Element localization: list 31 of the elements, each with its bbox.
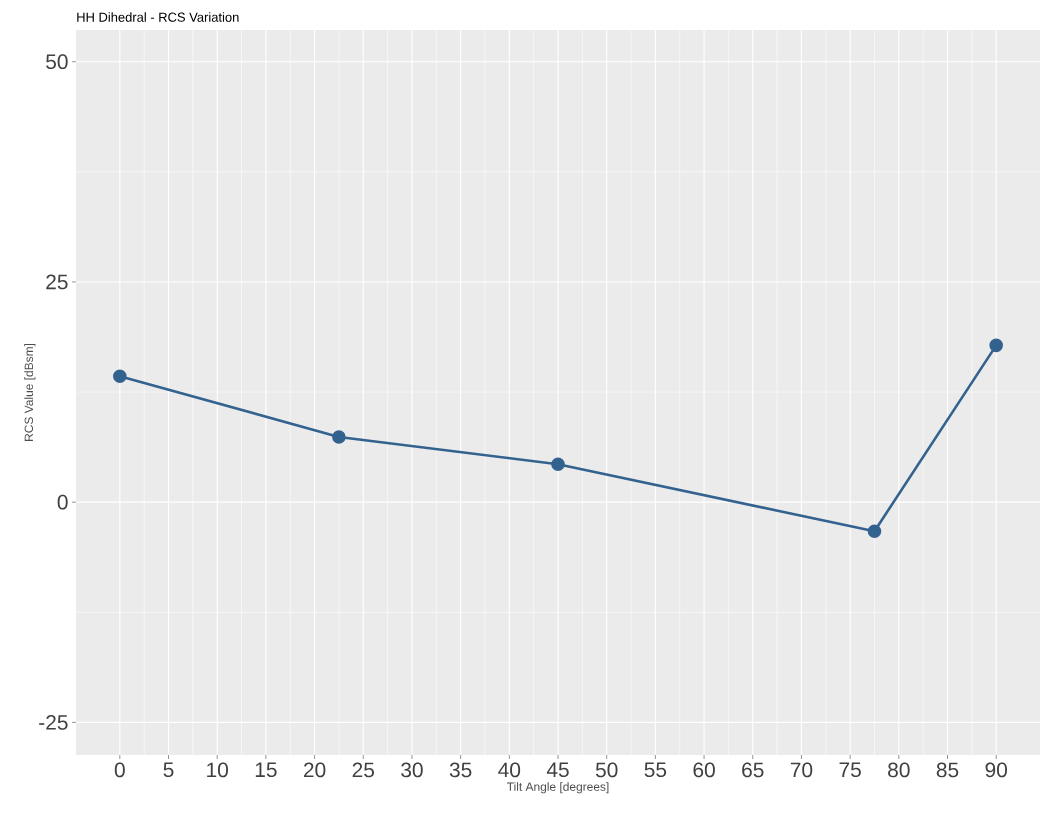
y-tick-label: -25 xyxy=(39,714,68,730)
point xyxy=(113,369,127,383)
x-tick-label: 60 xyxy=(693,762,715,778)
x-tick-label: 40 xyxy=(498,762,521,778)
x-tick-label: 50 xyxy=(595,762,618,778)
point xyxy=(551,457,565,472)
x-tick-label: 0 xyxy=(114,762,125,778)
x-tick-label: 10 xyxy=(207,762,229,778)
x-tick-label: 25 xyxy=(352,762,375,778)
y-tick-label: 50 xyxy=(46,54,68,70)
chart-title: HH Dihedral - RCS Variation xyxy=(77,12,239,22)
y-tick-label: 0 xyxy=(57,494,68,510)
x-tick-label: 45 xyxy=(546,762,569,778)
y-tick-label: 25 xyxy=(46,274,68,290)
x-tick-label: 35 xyxy=(449,762,472,778)
x-tick-label: 90 xyxy=(985,762,1007,778)
x-tick-label: 55 xyxy=(644,762,667,778)
x-tick-label: 5 xyxy=(163,762,174,778)
point xyxy=(867,524,882,539)
x-tick-label: 85 xyxy=(936,762,959,778)
x-tick-label: 65 xyxy=(742,762,764,778)
point xyxy=(332,430,346,444)
x-tick-label: 20 xyxy=(303,762,326,778)
x-tick-label: 70 xyxy=(790,762,813,778)
x-tick-label: 15 xyxy=(255,762,277,778)
y-axis-title: RCS Value [dBsm] xyxy=(24,343,36,441)
x-axis-title: Tilt Angle [degrees] xyxy=(507,782,609,794)
x-tick-label: 75 xyxy=(839,762,861,778)
x-tick-label: 80 xyxy=(888,762,910,778)
x-tick-label: 30 xyxy=(401,762,423,778)
point xyxy=(989,338,1003,353)
